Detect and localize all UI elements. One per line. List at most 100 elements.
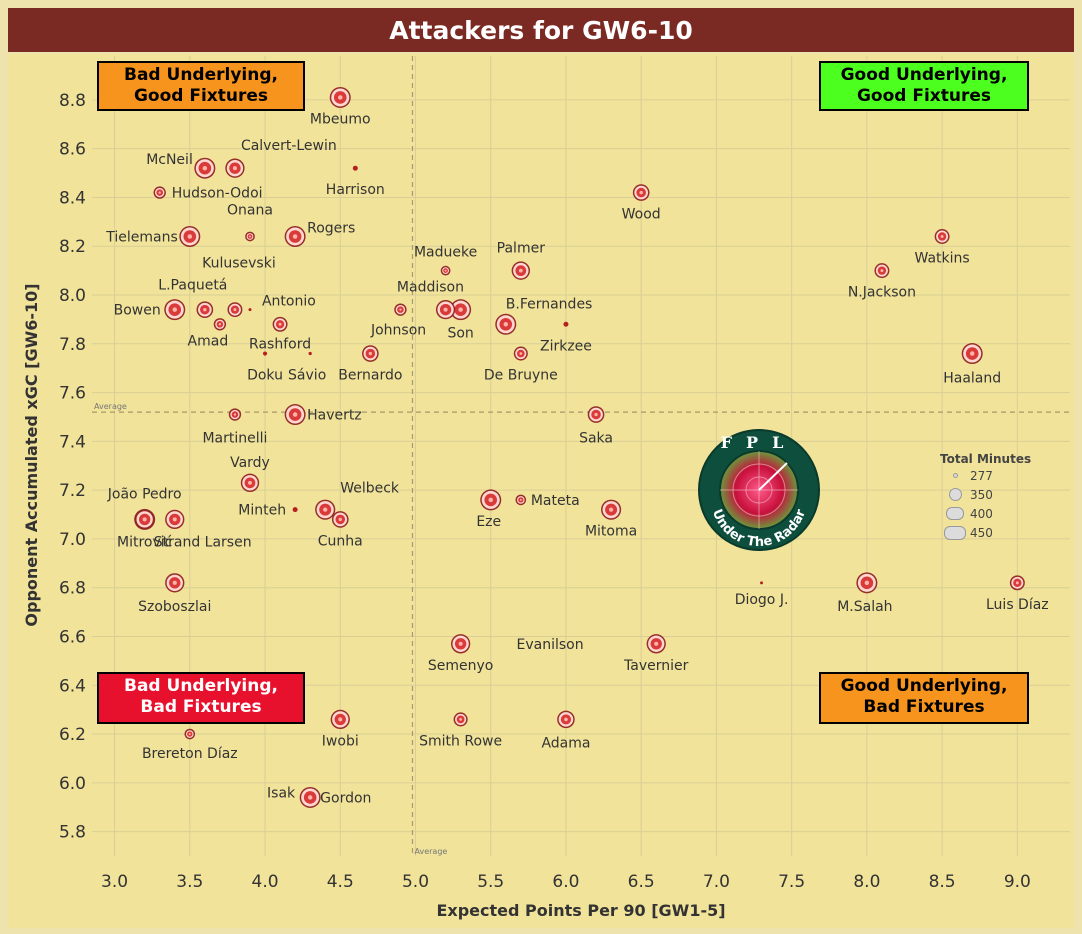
point-label: Haaland — [943, 371, 1001, 387]
legend-title: Total Minutes — [940, 452, 1032, 466]
data-point[interactable] — [453, 712, 468, 727]
y-tick-label: 6.8 — [59, 579, 86, 599]
data-point[interactable] — [135, 509, 155, 530]
point-label: Son — [447, 326, 473, 342]
data-point[interactable] — [515, 494, 527, 506]
x-tick-label: 6.5 — [628, 872, 655, 892]
point-label: Cunha — [318, 533, 363, 549]
data-point[interactable] — [331, 511, 349, 528]
under-the-radar-logo: FPL Under The Radar — [698, 429, 820, 551]
data-point[interactable] — [1009, 575, 1025, 591]
data-point[interactable] — [262, 351, 268, 356]
data-point[interactable] — [352, 165, 358, 171]
point-label: Onana — [227, 202, 273, 218]
x-axis-title: Expected Points Per 90 [GW1-5] — [436, 901, 725, 920]
data-point[interactable] — [450, 634, 471, 654]
data-point[interactable] — [284, 404, 306, 426]
point-label: Sávio — [288, 368, 326, 384]
data-point[interactable] — [225, 158, 245, 178]
data-point[interactable] — [874, 263, 890, 279]
data-point[interactable] — [495, 313, 517, 335]
quadrant-top-left-label: Bad Underlying, Good Fixtures — [97, 61, 305, 111]
data-point[interactable] — [272, 316, 288, 332]
data-point[interactable] — [194, 157, 216, 179]
data-point[interactable] — [228, 408, 242, 421]
legend-item-label: 277 — [970, 468, 993, 483]
data-point[interactable] — [563, 321, 569, 327]
data-point[interactable] — [165, 573, 185, 593]
data-point[interactable] — [308, 351, 312, 356]
point-label: Luis Díaz — [986, 597, 1049, 613]
x-tick-label: 7.0 — [703, 872, 730, 892]
data-point[interactable] — [184, 728, 196, 740]
point-label: Evanilson — [516, 637, 583, 653]
point-label: Rogers — [307, 220, 355, 236]
data-point[interactable] — [196, 301, 214, 318]
data-point[interactable] — [227, 302, 243, 318]
data-point[interactable] — [435, 300, 456, 320]
y-tick-label: 6.4 — [59, 676, 86, 696]
data-point[interactable] — [315, 499, 336, 520]
data-point[interactable] — [153, 186, 166, 199]
point-label: Tavernier — [623, 658, 689, 674]
data-point[interactable] — [646, 634, 666, 654]
x-axis-ticks: 3.0 3.5 4.0 4.5 5.0 5.5 6.0 6.5 7.0 7.5 8.0 8.5 9.0 — [101, 872, 1031, 892]
point-label: Amad — [188, 333, 229, 349]
legend-item: 450 — [940, 523, 1050, 542]
data-point[interactable] — [511, 261, 531, 280]
data-point[interactable] — [245, 231, 255, 242]
y-tick-label: 6.2 — [59, 725, 86, 745]
y-tick-label: 8.8 — [59, 91, 86, 111]
data-point[interactable] — [587, 406, 605, 423]
data-point[interactable] — [961, 343, 983, 365]
data-point[interactable] — [299, 786, 321, 808]
y-tick-label: 8.4 — [59, 188, 86, 208]
legend-item: 277 — [940, 466, 1050, 485]
data-point[interactable] — [292, 507, 298, 513]
x-tick-label: 3.0 — [101, 872, 128, 892]
point-label: Havertz — [307, 408, 362, 424]
data-point[interactable] — [213, 318, 227, 331]
data-point[interactable] — [329, 86, 351, 108]
x-tick-label: 5.5 — [477, 872, 504, 892]
data-point[interactable] — [856, 572, 878, 594]
y-tick-label: 7.2 — [59, 481, 86, 501]
data-point[interactable] — [601, 499, 622, 520]
data-point[interactable] — [760, 581, 764, 585]
point-label: Tielemans — [105, 229, 178, 245]
data-point[interactable] — [240, 473, 260, 493]
point-label: Minteh — [238, 503, 286, 519]
point-label: Watkins — [915, 250, 970, 266]
data-point[interactable] — [934, 229, 950, 244]
y-tick-label: 7.6 — [59, 384, 86, 404]
point-label: Mitrović — [117, 534, 172, 550]
point-label: Welbeck — [340, 481, 400, 497]
legend-item-label: 350 — [970, 487, 993, 502]
size-legend: Total Minutes 277 350 400 450 — [940, 452, 1050, 542]
data-point[interactable] — [394, 303, 407, 316]
data-point[interactable] — [179, 225, 201, 247]
data-point[interactable] — [164, 299, 186, 321]
data-point[interactable] — [330, 709, 350, 730]
data-points — [134, 86, 1025, 808]
data-point[interactable] — [557, 710, 575, 729]
x-tick-label: 9.0 — [1004, 872, 1031, 892]
data-point[interactable] — [480, 489, 502, 511]
point-label: Gordon — [320, 790, 371, 806]
data-point[interactable] — [450, 299, 472, 321]
data-point[interactable] — [248, 308, 252, 312]
data-point[interactable] — [513, 346, 528, 361]
data-point[interactable] — [284, 225, 306, 247]
data-point[interactable] — [632, 184, 650, 201]
quadrant-bottom-left-label: Bad Underlying, Bad Fixtures — [97, 672, 305, 724]
y-tick-label: 7.0 — [59, 530, 86, 550]
x-tick-label: 5.0 — [402, 872, 429, 892]
average-lines: Average Average — [92, 56, 1070, 856]
data-point[interactable] — [362, 345, 379, 362]
data-point[interactable] — [440, 265, 451, 276]
point-label: Smith Rowe — [419, 733, 502, 749]
data-point[interactable] — [165, 509, 185, 530]
x-tick-label: 3.5 — [176, 872, 203, 892]
logo-top-text: FPL — [721, 433, 798, 452]
